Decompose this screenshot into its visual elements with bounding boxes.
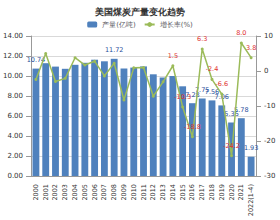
svg-text:7.06: 7.06 (214, 92, 229, 101)
svg-text:2009: 2009 (120, 184, 128, 201)
svg-text:2019: 2019 (218, 184, 226, 201)
svg-text:2.00: 2.00 (7, 152, 23, 160)
svg-text:增长率(%): 增长率(%) (159, 21, 193, 29)
svg-text:3.8: 3.8 (246, 44, 256, 52)
svg-text:2015: 2015 (179, 184, 187, 201)
svg-text:10.74: 10.74 (26, 56, 46, 65)
svg-text:-20: -20 (264, 137, 275, 145)
svg-text:14.00: 14.00 (3, 32, 23, 40)
svg-text:0: 0 (264, 67, 268, 75)
svg-text:7.56: 7.56 (204, 87, 220, 96)
svg-text:1.5: 1.5 (168, 52, 178, 60)
svg-text:2002: 2002 (51, 184, 59, 201)
svg-text:-30: -30 (264, 172, 275, 180)
svg-text:-6.6: -6.6 (215, 80, 228, 88)
svg-text:2000: 2000 (32, 184, 40, 201)
svg-text:美国煤炭产量变化趋势: 美国煤炭产量变化趋势 (94, 7, 185, 17)
svg-text:-10: -10 (264, 102, 275, 110)
svg-text:8.0: 8.0 (236, 29, 246, 37)
svg-text:2016: 2016 (188, 184, 196, 201)
svg-text:2008: 2008 (110, 184, 118, 201)
svg-text:0.00: 0.00 (7, 172, 23, 180)
svg-text:产量(亿吨): 产量(亿吨) (102, 21, 136, 29)
svg-text:10.00: 10.00 (3, 72, 23, 80)
svg-text:-2.4: -2.4 (206, 65, 219, 73)
svg-text:2013: 2013 (159, 184, 167, 201)
svg-text:2006: 2006 (91, 184, 99, 201)
svg-text:2007: 2007 (100, 184, 108, 201)
svg-text:6.3: 6.3 (197, 35, 207, 43)
svg-text:11.72: 11.72 (105, 46, 124, 54)
svg-text:4.00: 4.00 (7, 132, 23, 140)
svg-text:2020: 2020 (228, 184, 236, 201)
svg-text:2021: 2021 (237, 184, 245, 201)
svg-text:2003: 2003 (61, 184, 69, 201)
svg-text:-18.8: -18.8 (184, 123, 201, 131)
svg-text:8.00: 8.00 (7, 92, 23, 100)
svg-text:2001: 2001 (42, 184, 50, 201)
svg-text:12.00: 12.00 (3, 52, 23, 60)
svg-text:2017: 2017 (198, 184, 206, 201)
svg-text:2010: 2010 (130, 184, 138, 201)
svg-text:5.35: 5.35 (224, 110, 239, 118)
svg-text:1.93: 1.93 (244, 144, 258, 152)
svg-text:2012: 2012 (149, 184, 157, 201)
svg-text:2004: 2004 (71, 184, 79, 201)
svg-text:2005: 2005 (81, 184, 89, 201)
svg-text:2011: 2011 (140, 184, 148, 201)
svg-text:2018: 2018 (208, 184, 216, 201)
svg-text:2022(1-4): 2022(1-4) (247, 184, 255, 216)
svg-text:-10.3: -10.3 (174, 93, 191, 101)
svg-text:5.78: 5.78 (234, 105, 249, 114)
svg-text:10: 10 (264, 32, 273, 40)
svg-text:2014: 2014 (169, 184, 177, 201)
svg-text:6.00: 6.00 (7, 112, 23, 120)
svg-text:-24.2: -24.2 (223, 142, 240, 150)
